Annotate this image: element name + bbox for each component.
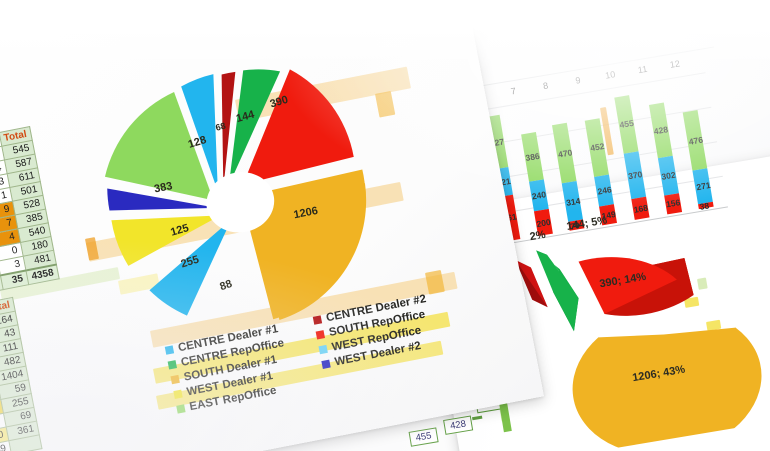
- bar-segment: 386: [520, 131, 544, 182]
- legend-swatch-icon: [170, 374, 180, 384]
- bar-value-label: 452: [589, 141, 606, 154]
- legend-swatch-icon: [176, 403, 186, 414]
- bar-value-label: 246: [596, 184, 613, 197]
- bar-value-label: 476: [687, 134, 704, 147]
- legend-swatch-icon: [312, 314, 323, 325]
- bar-value-label: 455: [618, 118, 635, 131]
- bar-segment: 470: [552, 122, 577, 184]
- legend-swatch-icon: [173, 389, 183, 399]
- bar-value-label: 314: [565, 195, 582, 208]
- bar-column: 455 370 168: [614, 95, 650, 220]
- mini-connector: [472, 415, 483, 421]
- pie3d-label-darkred: 2%: [528, 228, 547, 244]
- mini-cell: 455: [408, 427, 439, 447]
- bar-segment: 302: [657, 155, 679, 196]
- bar-column: 476 271 38: [682, 109, 714, 212]
- bar-value-label: 271: [695, 180, 712, 193]
- bar-segment: 246: [594, 174, 614, 207]
- bar-segment: 314: [561, 180, 584, 223]
- legend-swatch-icon: [167, 359, 177, 370]
- legend-swatch-icon: [164, 344, 175, 355]
- bar-value-label: 386: [524, 150, 541, 163]
- bar-segment: 476: [682, 109, 708, 172]
- bar-column: 428 302 156: [648, 102, 682, 215]
- bar-value-label: 428: [653, 124, 669, 137]
- bar-segment: 370: [623, 151, 646, 200]
- bar-value-label: 370: [627, 168, 644, 182]
- bar-column: 452 246 149: [584, 118, 618, 226]
- bar-column: 386 240 200: [520, 131, 553, 237]
- pie-svg: [104, 69, 367, 321]
- mini-bar: [498, 401, 512, 433]
- bar-segment: 455: [614, 95, 639, 154]
- bar-column: 470 314 70: [552, 122, 585, 231]
- mini-cell: 428: [443, 415, 474, 435]
- bar-value-label: 302: [660, 169, 677, 182]
- bar-segment: 240: [528, 179, 549, 212]
- legend-swatch-icon: [318, 344, 328, 354]
- legend-swatch-icon: [315, 329, 325, 340]
- main-pie-chart: 390 144 68 128 383 125 255 88 1206: [85, 45, 390, 350]
- bar-segment: 428: [648, 102, 673, 159]
- legend-swatch-icon: [321, 359, 331, 369]
- bar-value-label: 240: [531, 189, 547, 202]
- bar-value-label: 470: [557, 146, 573, 160]
